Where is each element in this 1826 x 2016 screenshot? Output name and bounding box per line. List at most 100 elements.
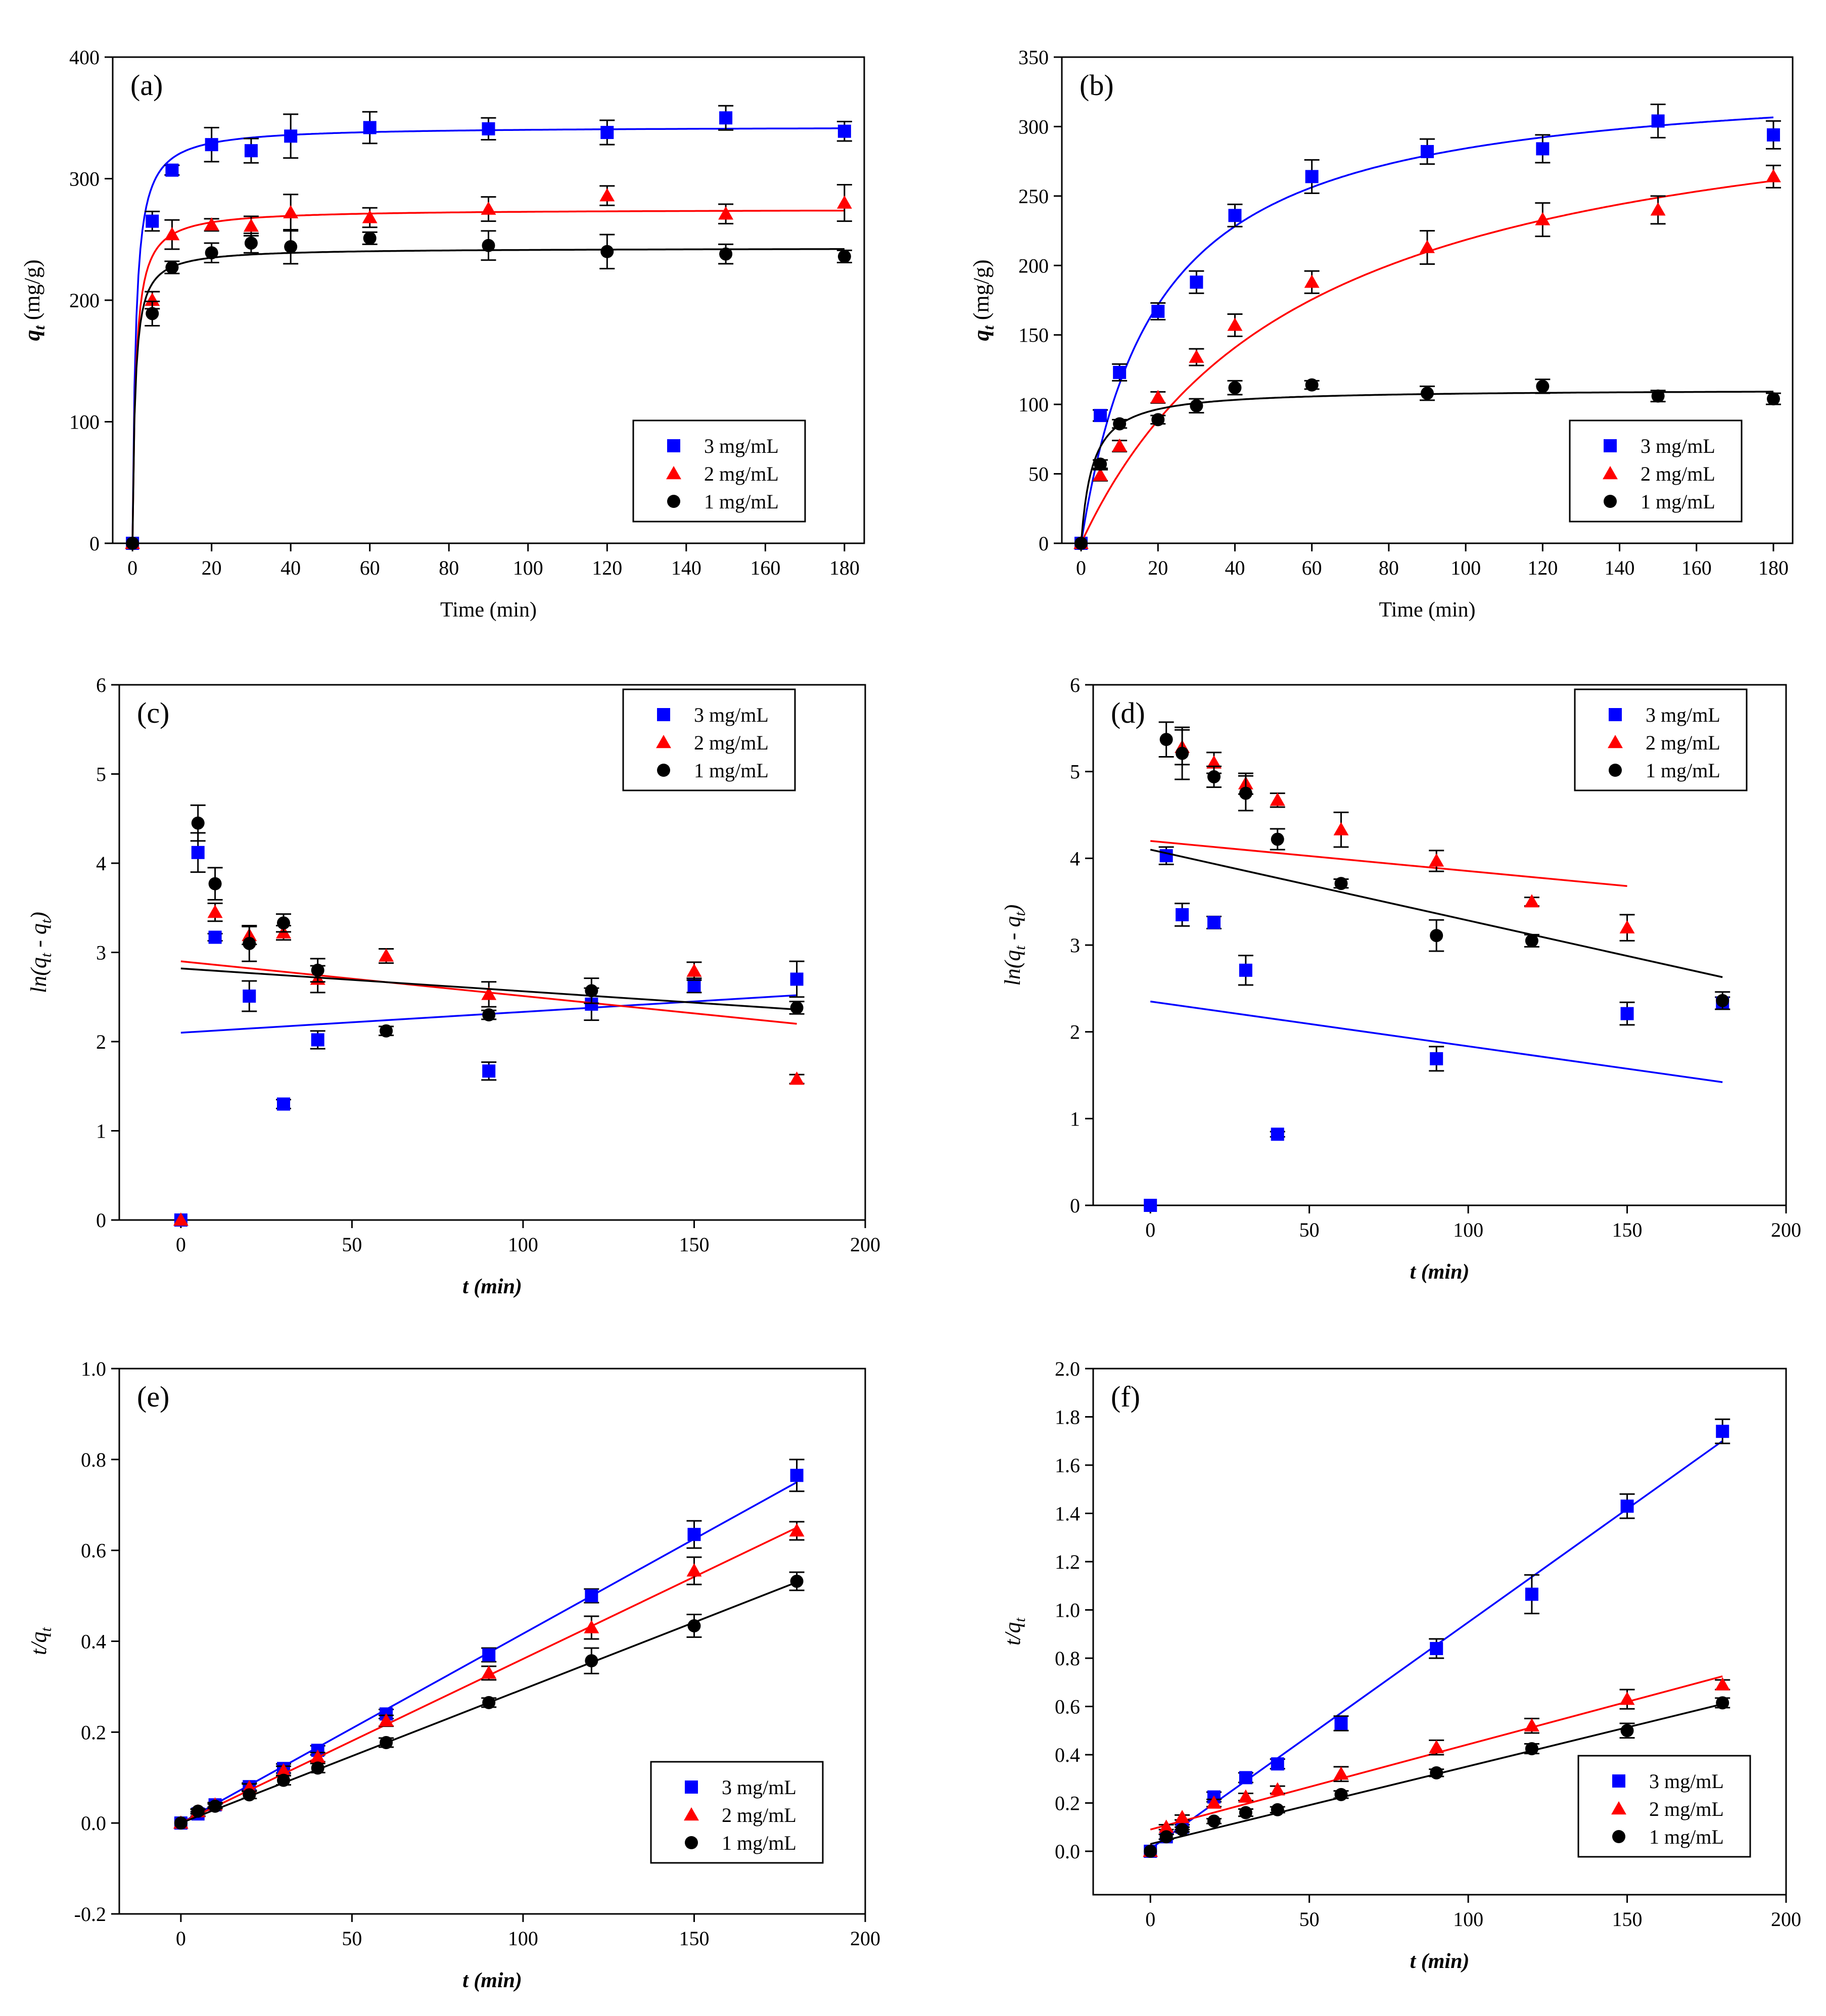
legend-marker: [1604, 495, 1617, 508]
legend-marker: [1611, 1801, 1626, 1815]
data-point: [1190, 399, 1203, 412]
y-tick-label: 4: [96, 852, 106, 875]
data-point: [1421, 387, 1434, 400]
chart-panel-3: 0 50 100 150 200 0 1 2 3 4 5 6 t (min) ln(qt - qt) (c)…: [26, 674, 880, 1298]
data-point: [1525, 934, 1538, 948]
data-point: [687, 1528, 701, 1541]
y-tick-label: 2: [1070, 1021, 1080, 1044]
legend-marker: [1608, 735, 1623, 748]
legend-label: 3 mg/mL: [704, 435, 779, 457]
data-point: [208, 877, 222, 890]
data-point: [1430, 929, 1443, 943]
data-point: [790, 1574, 804, 1588]
legend-label: 2 mg/mL: [694, 731, 769, 754]
x-axis-label: Time (min): [440, 598, 537, 622]
data-point: [363, 231, 377, 245]
data-point: [1207, 1814, 1221, 1828]
y-tick-label: 150: [1018, 324, 1049, 347]
data-point: [1159, 733, 1173, 746]
x-tick-label: 50: [342, 1927, 362, 1950]
y-tick-label: 1.2: [1055, 1551, 1080, 1573]
data-point: [1305, 170, 1319, 183]
data-point: [311, 963, 324, 977]
data-point: [1716, 994, 1729, 1007]
x-tick-label: 50: [342, 1233, 362, 1256]
legend-marker: [667, 495, 680, 508]
legend-marker: [1609, 708, 1622, 721]
x-tick-label: 100: [1450, 556, 1481, 579]
data-point: [1206, 755, 1222, 769]
x-tick-label: 40: [280, 556, 301, 579]
data-point: [481, 987, 497, 1000]
data-point: [380, 1024, 393, 1038]
legend-label: 2 mg/mL: [1641, 462, 1715, 485]
data-point: [1430, 1052, 1443, 1065]
data-point: [1536, 142, 1550, 156]
data-point: [310, 1749, 325, 1763]
legend-marker: [685, 1836, 698, 1849]
data-point: [165, 261, 179, 274]
legend-marker: [1612, 1830, 1625, 1843]
data-point: [1766, 128, 1780, 142]
data-point: [481, 1665, 497, 1679]
panel-label: (c): [137, 696, 169, 729]
data-point: [1716, 1425, 1729, 1438]
x-tick-label: 0: [1076, 556, 1086, 579]
data-point: [1176, 908, 1189, 921]
y-axis-label: ln(qt - qt): [1000, 905, 1028, 986]
panel-label: (d): [1111, 696, 1145, 729]
y-tick-label: 350: [1018, 46, 1049, 69]
data-point: [1270, 792, 1285, 806]
legend-marker: [1603, 466, 1618, 480]
plot-frame: [1061, 56, 1794, 544]
y-axis-label: qt (mg/g): [20, 259, 48, 341]
fit-line: [1150, 840, 1627, 887]
legend-marker: [657, 708, 670, 721]
x-tick-label: 100: [1453, 1218, 1483, 1241]
x-tick-label: 0: [1145, 1218, 1155, 1241]
y-tick-label: 200: [1018, 254, 1049, 277]
data-point: [585, 984, 598, 998]
y-tick-label: 300: [1018, 115, 1049, 138]
data-point: [1144, 1199, 1157, 1212]
legend-box: [1569, 419, 1743, 523]
legend-marker: [666, 466, 681, 480]
legend: 3 mg/mL 2 mg/mL 1 mg/mL: [650, 1761, 824, 1864]
x-tick-label: 20: [1148, 556, 1168, 579]
data-point: [164, 227, 180, 241]
data-point: [1429, 853, 1444, 867]
data-point: [1113, 365, 1127, 379]
data-point: [1270, 1782, 1285, 1796]
data-point: [1239, 1806, 1252, 1819]
x-axis-label: t (min): [462, 1969, 522, 1992]
x-tick-label: 150: [679, 1927, 709, 1950]
series-1-mg-ml: [1150, 721, 1730, 1010]
series-3-mg-ml: [1144, 846, 1730, 1212]
data-point: [1524, 1718, 1539, 1731]
data-point: [1271, 1128, 1284, 1141]
legend: 3 mg/mL 2 mg/mL 1 mg/mL: [1574, 688, 1748, 791]
x-tick-label: 0: [1145, 1908, 1155, 1931]
legend-box: [632, 419, 806, 523]
data-point: [1228, 209, 1242, 222]
legend-label: 1 mg/mL: [1646, 759, 1720, 782]
data-point: [243, 218, 259, 232]
data-point: [1334, 877, 1348, 890]
data-point: [243, 936, 256, 950]
y-axis-label: t/qt: [26, 1627, 55, 1655]
y-tick-label: 3: [96, 942, 106, 964]
x-tick-label: 140: [671, 556, 701, 579]
data-point: [380, 1736, 393, 1750]
x-tick-label: 150: [1612, 1908, 1643, 1931]
series-3-mg-ml: [1074, 103, 1781, 550]
legend: 3 mg/mL 2 mg/mL 1 mg/mL: [632, 419, 806, 523]
data-point: [481, 201, 496, 215]
fit-line: [180, 967, 797, 1011]
y-tick-label: 0.4: [81, 1630, 106, 1653]
legend-marker: [1612, 1774, 1625, 1788]
data-point: [1189, 349, 1204, 363]
data-point: [1206, 1795, 1222, 1809]
legend-label: 3 mg/mL: [1649, 1770, 1724, 1793]
legend-marker: [685, 1780, 698, 1794]
panel-label: (e): [137, 1380, 169, 1413]
